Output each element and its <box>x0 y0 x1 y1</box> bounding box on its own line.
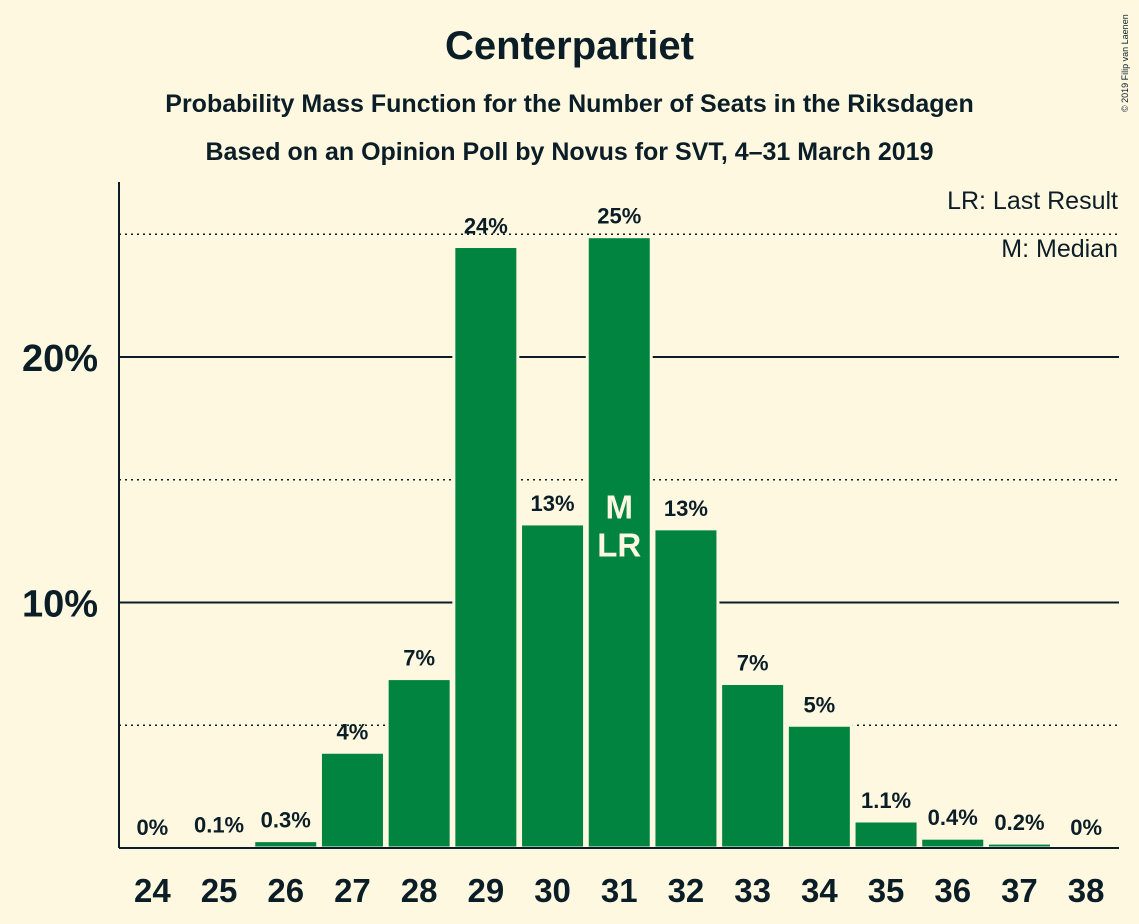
x-tick-label: 26 <box>267 872 304 909</box>
x-tick-label: 31 <box>601 872 638 909</box>
bar-29 <box>452 245 520 850</box>
bar-value-label: 1.1% <box>861 788 911 813</box>
x-tick-label: 32 <box>668 872 705 909</box>
bar-value-label: 24% <box>464 214 508 239</box>
bars: 0% 0.1% 0.3% 4% 7% 24% 13% MLR 25% 13% 7% 5% 1.1% 0.4… <box>136 204 1102 850</box>
x-tick-label: 24 <box>134 872 171 909</box>
chart-subtitle: Probability Mass Function for the Number… <box>165 90 974 118</box>
x-tick-label: 27 <box>334 872 371 909</box>
bar-30 <box>519 522 587 850</box>
bar-value-label: 0.4% <box>928 805 978 830</box>
bar-value-label: 0% <box>1070 815 1102 840</box>
y-tick-label: 10% <box>22 584 98 626</box>
x-tick-label: 34 <box>801 872 838 909</box>
legend-last-result: LR: Last Result <box>947 187 1118 215</box>
x-tick-label: 25 <box>201 872 238 909</box>
x-tick-label: 28 <box>401 872 438 909</box>
x-tick-label: 33 <box>734 872 771 909</box>
median-marker: M <box>606 489 634 526</box>
bar-value-label: 0.3% <box>261 808 311 833</box>
bar-value-label: 13% <box>531 491 575 516</box>
bar-27 <box>318 750 386 850</box>
bar-value-label: 13% <box>664 496 708 521</box>
x-tick-label: 37 <box>1001 872 1038 909</box>
x-tick-label: 36 <box>934 872 971 909</box>
bar-value-label: 0% <box>136 815 168 840</box>
bar-34 <box>785 723 853 850</box>
bar-36 <box>919 836 987 850</box>
bar-value-label: 0.1% <box>194 813 244 838</box>
bar-value-label: 4% <box>337 719 369 744</box>
chart-title: Centerpartiet <box>445 24 694 68</box>
x-tick-label: 35 <box>868 872 905 909</box>
bar-33 <box>719 682 787 850</box>
x-tick-label: 38 <box>1068 872 1105 909</box>
bar-value-label: 7% <box>403 646 435 671</box>
bar-31 <box>585 235 653 850</box>
y-tick-label: 20% <box>22 338 98 380</box>
last-result-marker: LR <box>597 527 641 564</box>
bar-value-label: 0.2% <box>994 810 1044 835</box>
bar-32 <box>652 527 720 850</box>
axes: 10% 20% 24 25 26 27 28 29 30 31 32 33 34 35 36 37 38 <box>22 182 1119 909</box>
x-tick-label: 29 <box>467 872 504 909</box>
bar-value-label: 7% <box>737 651 769 676</box>
bar-26 <box>252 839 320 850</box>
bar-35 <box>852 819 920 850</box>
bar-value-label: 25% <box>597 204 641 229</box>
legend-median: M: Median <box>1001 235 1118 263</box>
bar-value-label: 5% <box>803 692 835 717</box>
bar-28 <box>385 677 453 850</box>
x-tick-label: 30 <box>534 872 571 909</box>
chart-source: Based on an Opinion Poll by Novus for SV… <box>205 138 934 166</box>
